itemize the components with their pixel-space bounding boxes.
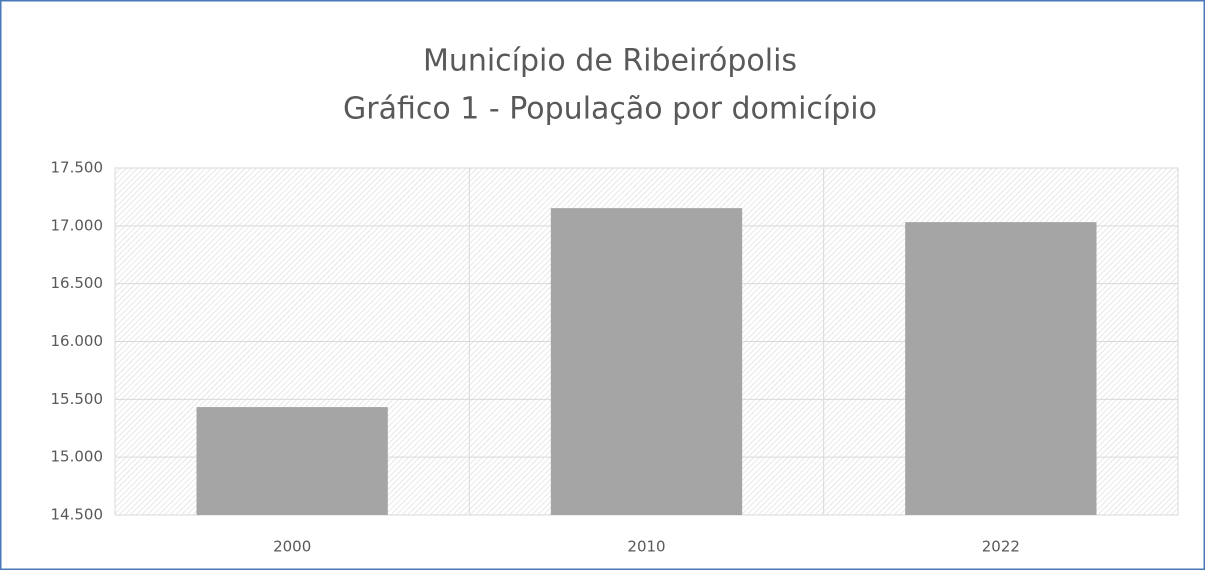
y-tick-label: 15.000 bbox=[51, 448, 104, 466]
y-tick-label: 15.500 bbox=[51, 390, 104, 408]
bar bbox=[196, 407, 388, 515]
x-tick-label: 2022 bbox=[982, 538, 1020, 556]
y-tick-label: 17.500 bbox=[51, 159, 104, 177]
y-tick-label: 16.500 bbox=[51, 274, 104, 292]
x-tick-label: 2000 bbox=[273, 538, 311, 556]
bar bbox=[550, 208, 743, 515]
chart-title: Município de Ribeirópolis bbox=[423, 44, 797, 79]
bar bbox=[905, 222, 1097, 515]
chart-subtitle: Gráfico 1 - População por domicípio bbox=[343, 92, 877, 127]
y-tick-label: 16.000 bbox=[51, 332, 104, 350]
y-tick-label: 14.500 bbox=[51, 506, 104, 524]
y-tick-label: 17.000 bbox=[51, 216, 104, 234]
x-tick-label: 2010 bbox=[627, 538, 665, 556]
